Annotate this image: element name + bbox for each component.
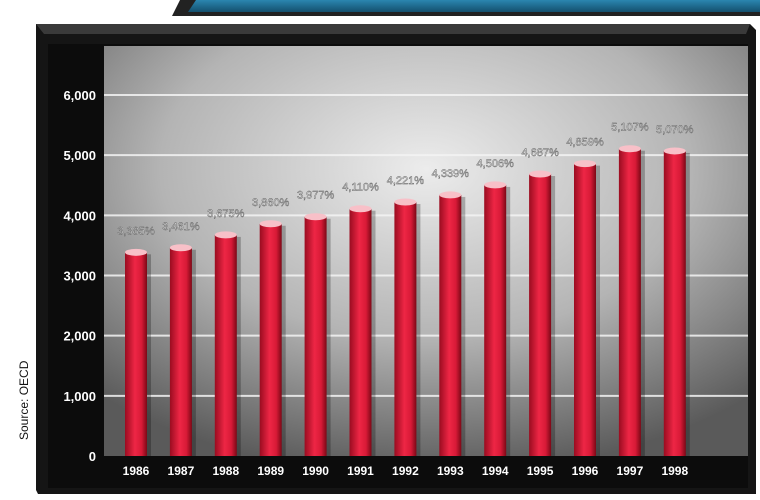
- x-tick-label: 1993: [437, 464, 464, 478]
- bar-body: [663, 150, 686, 456]
- x-tick-label: 1994: [482, 464, 509, 478]
- bar-body: [304, 216, 327, 456]
- bar: [439, 191, 466, 456]
- value-label: 4,339%: [432, 168, 470, 180]
- bar-cap: [394, 198, 417, 206]
- x-tick-label: 1996: [572, 464, 599, 478]
- bar-body: [484, 184, 507, 456]
- bar-body: [394, 202, 417, 456]
- bar: [169, 244, 196, 456]
- bar-cap: [259, 220, 282, 228]
- x-tick-labels: 1986 1987 1988 1989 1990 1991 1992 1993 1994 1995…: [123, 464, 689, 478]
- bar: [304, 213, 331, 456]
- bar: [259, 220, 286, 456]
- bar-cap: [349, 205, 372, 213]
- bar-body: [125, 252, 147, 456]
- y-tick-label: 5,000: [63, 148, 96, 163]
- bar-body: [439, 194, 462, 456]
- y-tick-label: 6,000: [63, 88, 96, 103]
- bar: [529, 170, 556, 456]
- bar: [125, 248, 151, 456]
- bars: [125, 145, 690, 457]
- title-banner: [172, 0, 760, 16]
- bar: [214, 231, 241, 456]
- x-tick-label: 1989: [257, 464, 284, 478]
- bar-cap: [574, 160, 596, 168]
- bar: [663, 147, 690, 456]
- bar-cap: [169, 244, 192, 252]
- y-tick-label: 1,000: [63, 389, 96, 404]
- bar: [574, 160, 600, 457]
- value-label: 3,860%: [252, 197, 290, 209]
- plot-panel: [104, 46, 748, 456]
- bar-body: [349, 208, 372, 456]
- y-tick-label: 3,000: [63, 269, 96, 284]
- bar-body: [574, 163, 596, 457]
- bar-cap: [439, 191, 462, 199]
- x-tick-label: 1995: [527, 464, 554, 478]
- bar-cap: [529, 170, 552, 178]
- y-tick-labels: 0 1,000 2,000 3,000 4,000 5,000 6,000: [63, 88, 96, 464]
- bar: [484, 181, 511, 456]
- x-tick-label: 1987: [168, 464, 195, 478]
- y-tick-label: 4,000: [63, 208, 96, 223]
- value-label: 3,977%: [297, 190, 335, 202]
- bar-body: [214, 234, 237, 456]
- value-label: 3,675%: [207, 208, 245, 220]
- y-tick-label: 0: [89, 449, 96, 464]
- x-tick-label: 1991: [347, 464, 374, 478]
- value-label: 3,385%: [117, 225, 155, 237]
- bar-cap: [304, 213, 327, 221]
- bar-cap: [125, 248, 147, 256]
- bar-cap: [214, 231, 237, 239]
- value-label: 5,107%: [611, 122, 649, 134]
- value-label: 4,859%: [566, 137, 604, 149]
- value-label: 4,221%: [387, 175, 425, 187]
- value-label: 5,070%: [656, 124, 694, 136]
- x-tick-label: 1998: [661, 464, 688, 478]
- bar-body: [618, 148, 641, 457]
- bar-cap: [663, 147, 686, 155]
- bar: [618, 145, 645, 457]
- x-tick-label: 1992: [392, 464, 419, 478]
- bar-body: [169, 247, 192, 456]
- bar-cap: [484, 181, 507, 189]
- value-labels: 3,385% 3,461% 3,675% 3,860% 3,977% 4,110% 4,22…: [117, 122, 694, 238]
- source-label: Source: OECD: [17, 360, 31, 440]
- bar: [349, 205, 376, 456]
- bar-body: [259, 223, 282, 456]
- bar-body: [529, 173, 552, 456]
- bar-cap: [618, 145, 641, 153]
- value-label: 4,110%: [342, 182, 379, 194]
- x-tick-label: 1988: [212, 464, 239, 478]
- value-label: 4,506%: [477, 158, 515, 170]
- x-tick-label: 1986: [123, 464, 150, 478]
- value-label: 4,687%: [521, 147, 559, 159]
- x-tick-label: 1990: [302, 464, 329, 478]
- bar: [394, 198, 421, 456]
- x-tick-label: 1997: [617, 464, 644, 478]
- value-label: 3,461%: [162, 221, 200, 233]
- y-tick-label: 2,000: [63, 329, 96, 344]
